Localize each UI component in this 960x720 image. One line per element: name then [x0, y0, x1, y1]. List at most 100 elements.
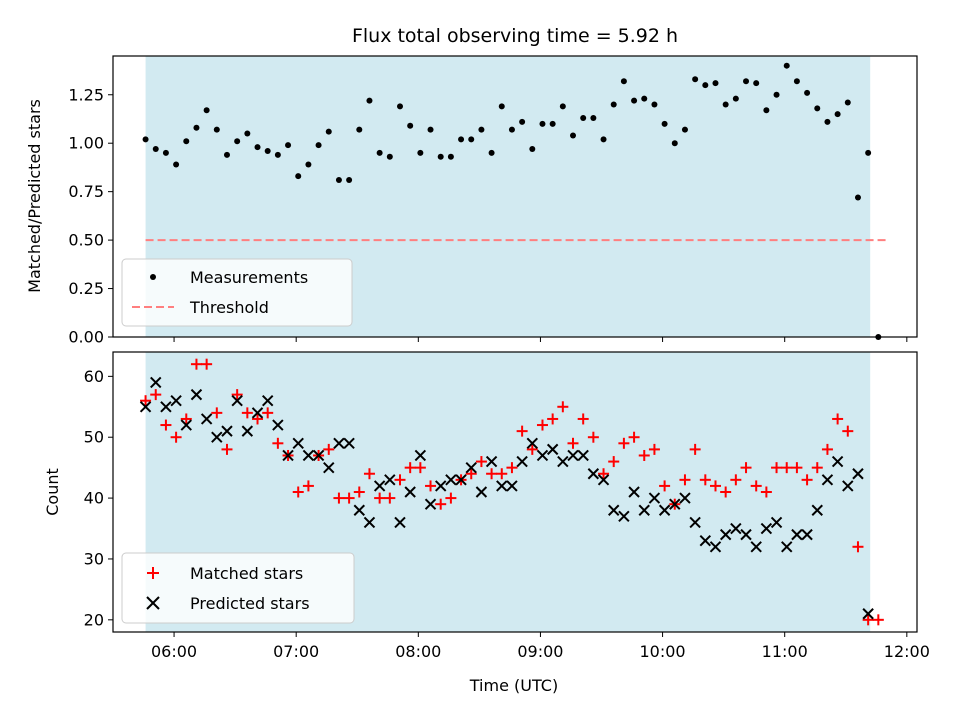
measurement-point: [702, 82, 709, 89]
matched-star-point: [862, 614, 874, 626]
measurement-point: [427, 126, 434, 133]
predicted-star-point: [343, 437, 355, 450]
predicted-star-point: [353, 504, 365, 516]
matched-star-point: [394, 474, 406, 486]
bottom-legend-box: [121, 552, 355, 624]
predicted-star-point: [363, 516, 376, 529]
matched-star-point: [465, 468, 477, 480]
predicted-star-point: [251, 407, 264, 419]
y-tick-label: 40: [84, 489, 104, 508]
predicted-star-point: [821, 474, 834, 486]
measurement-point: [641, 95, 648, 102]
predicted-star-point: [170, 394, 182, 407]
matched-star-point: [821, 443, 833, 455]
matched-star-point: [445, 492, 457, 504]
measurement-point: [743, 78, 750, 85]
predicted-star-point: [445, 474, 457, 486]
measurement-point: [844, 99, 851, 106]
measurement-point: [620, 78, 627, 85]
matched-star-point: [760, 486, 772, 498]
predicted-star-point: [831, 455, 844, 468]
matched-star-point: [211, 407, 223, 419]
measurement-point: [529, 146, 536, 153]
measurement-point: [671, 140, 678, 147]
matched-star-point: [475, 456, 487, 468]
predicted-star-point: [150, 376, 162, 389]
top-panel: 0.00 0.25 0.50 0.75 1.00 1.25 Matched/Predict…: [25, 55, 918, 347]
measurement-point: [203, 107, 210, 114]
matched-star-point: [577, 413, 589, 425]
matched-star-point: [536, 419, 548, 431]
measurement-point: [295, 173, 302, 180]
top-legend: Measurements Threshold: [121, 258, 353, 327]
matched-star-point: [679, 474, 691, 486]
measurement-point: [865, 149, 872, 156]
predicted-star-point: [577, 449, 589, 462]
measurement-point: [508, 126, 515, 133]
matched-star-point: [272, 437, 284, 449]
predicted-star-point: [770, 516, 783, 529]
matched-star-point: [374, 492, 386, 504]
matched-star-point: [832, 413, 844, 425]
y-tick-label: 30: [84, 549, 104, 568]
matched-star-point: [404, 462, 416, 474]
measurement-point: [783, 62, 790, 69]
matched-star-point: [231, 389, 243, 401]
matched-star-point: [557, 401, 569, 413]
measurement-point: [285, 142, 292, 149]
measurement-point: [152, 146, 159, 153]
y-tick-label: 0.75: [68, 182, 104, 201]
matched-star-point: [201, 358, 213, 370]
measurement-point: [366, 97, 373, 104]
measurement-point: [346, 177, 353, 184]
predicted-star-point: [567, 449, 579, 462]
bottom-matched-points: [140, 358, 884, 626]
bottom-x-axis-label: Time (UTC): [469, 676, 558, 695]
measurement-point: [183, 138, 190, 145]
matched-star-point: [852, 541, 864, 553]
matched-star-point: [506, 462, 518, 474]
legend-matched-label: Matched stars: [190, 564, 303, 583]
predicted-star-point: [302, 449, 315, 462]
y-tick-label: 0.50: [68, 231, 104, 250]
matched-star-point: [872, 614, 884, 626]
predicted-star-point: [160, 401, 172, 413]
measurement-point: [417, 149, 424, 156]
measurement-point: [488, 149, 495, 156]
measurement-point: [570, 132, 577, 139]
legend-predicted-label: Predicted stars: [190, 594, 310, 613]
y-tick-label: 0.00: [68, 328, 104, 347]
predicted-star-point: [211, 431, 223, 443]
predicted-star-point: [312, 449, 325, 462]
measurement-point: [793, 78, 800, 85]
matched-star-point: [720, 486, 732, 498]
predicted-star-point: [740, 528, 752, 541]
predicted-star-point: [465, 461, 477, 474]
predicted-star-point: [241, 425, 254, 437]
matched-star-point: [842, 425, 854, 437]
measurement-point: [142, 136, 149, 143]
predicted-star-point: [750, 541, 762, 553]
matched-star-point: [628, 431, 640, 443]
measurement-point: [763, 107, 770, 114]
matched-star-point: [730, 474, 742, 486]
matched-star-point: [140, 395, 152, 407]
predicted-star-point: [760, 522, 773, 535]
legend-measurements-label: Measurements: [190, 268, 308, 287]
predicted-star-point: [669, 498, 681, 510]
measurement-point: [223, 151, 230, 158]
matched-star-point: [608, 456, 620, 468]
x-tick-label: 12:00: [884, 642, 930, 661]
predicted-star-point: [475, 486, 488, 498]
matched-star-point: [180, 413, 192, 425]
measurement-point: [478, 126, 485, 133]
measurement-point: [722, 101, 729, 108]
predicted-star-point: [689, 516, 701, 529]
measurement-point: [407, 122, 414, 129]
matched-star-point: [292, 486, 304, 498]
predicted-star-point: [730, 522, 742, 535]
y-tick-label: 60: [84, 367, 104, 386]
matched-star-point: [486, 468, 498, 480]
measurement-point: [580, 115, 587, 122]
legend-predicted-marker: [146, 596, 160, 610]
